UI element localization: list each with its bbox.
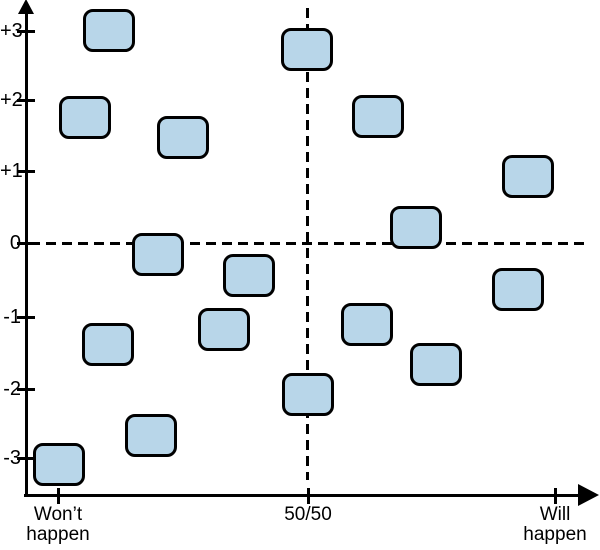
x-tick-label: 50/50 <box>284 504 332 525</box>
y-tick-label: -2 <box>3 378 21 400</box>
sticky-note <box>502 154 554 198</box>
y-tick-label: +1 <box>0 160 23 182</box>
x-tick-mark <box>56 487 60 504</box>
fifty-fifty-dashed-line <box>306 8 309 480</box>
sticky-note <box>341 302 393 346</box>
x-axis-arrow-icon <box>578 484 599 506</box>
x-tick-label: Won’t happen <box>26 504 90 545</box>
y-tick-label: +3 <box>0 20 23 42</box>
sticky-note <box>125 413 177 457</box>
sticky-note <box>157 115 209 159</box>
sticky-note <box>352 94 404 138</box>
y-tick-mark <box>17 456 35 460</box>
sticky-note <box>33 442 85 486</box>
x-tick-mark <box>306 487 310 504</box>
y-tick-label: -3 <box>3 447 21 469</box>
y-tick-label: +2 <box>0 89 23 111</box>
y-tick-mark <box>17 29 35 33</box>
sticky-note <box>281 27 333 71</box>
y-axis-arrow-icon <box>18 0 34 14</box>
y-tick-label: -1 <box>3 306 21 328</box>
y-tick-label: 0 <box>9 232 21 254</box>
sticky-note <box>390 205 442 249</box>
sticky-note <box>223 253 275 297</box>
x-tick-mark <box>553 487 557 504</box>
sticky-note <box>492 267 544 311</box>
y-tick-mark <box>17 241 35 245</box>
sticky-note <box>410 342 462 386</box>
y-tick-mark <box>17 169 35 173</box>
sticky-note <box>82 322 134 366</box>
zero-value-dashed-line <box>30 242 588 245</box>
sticky-note <box>132 232 184 276</box>
sticky-note <box>83 8 135 52</box>
sticky-note <box>282 372 334 416</box>
x-axis-line <box>24 494 580 497</box>
sticky-note <box>59 95 111 139</box>
y-axis-line <box>25 5 28 497</box>
y-tick-mark <box>17 387 35 391</box>
x-tick-label: Will happen <box>523 504 587 545</box>
y-tick-mark <box>17 98 35 102</box>
sticky-note <box>198 307 250 351</box>
y-tick-mark <box>17 315 35 319</box>
